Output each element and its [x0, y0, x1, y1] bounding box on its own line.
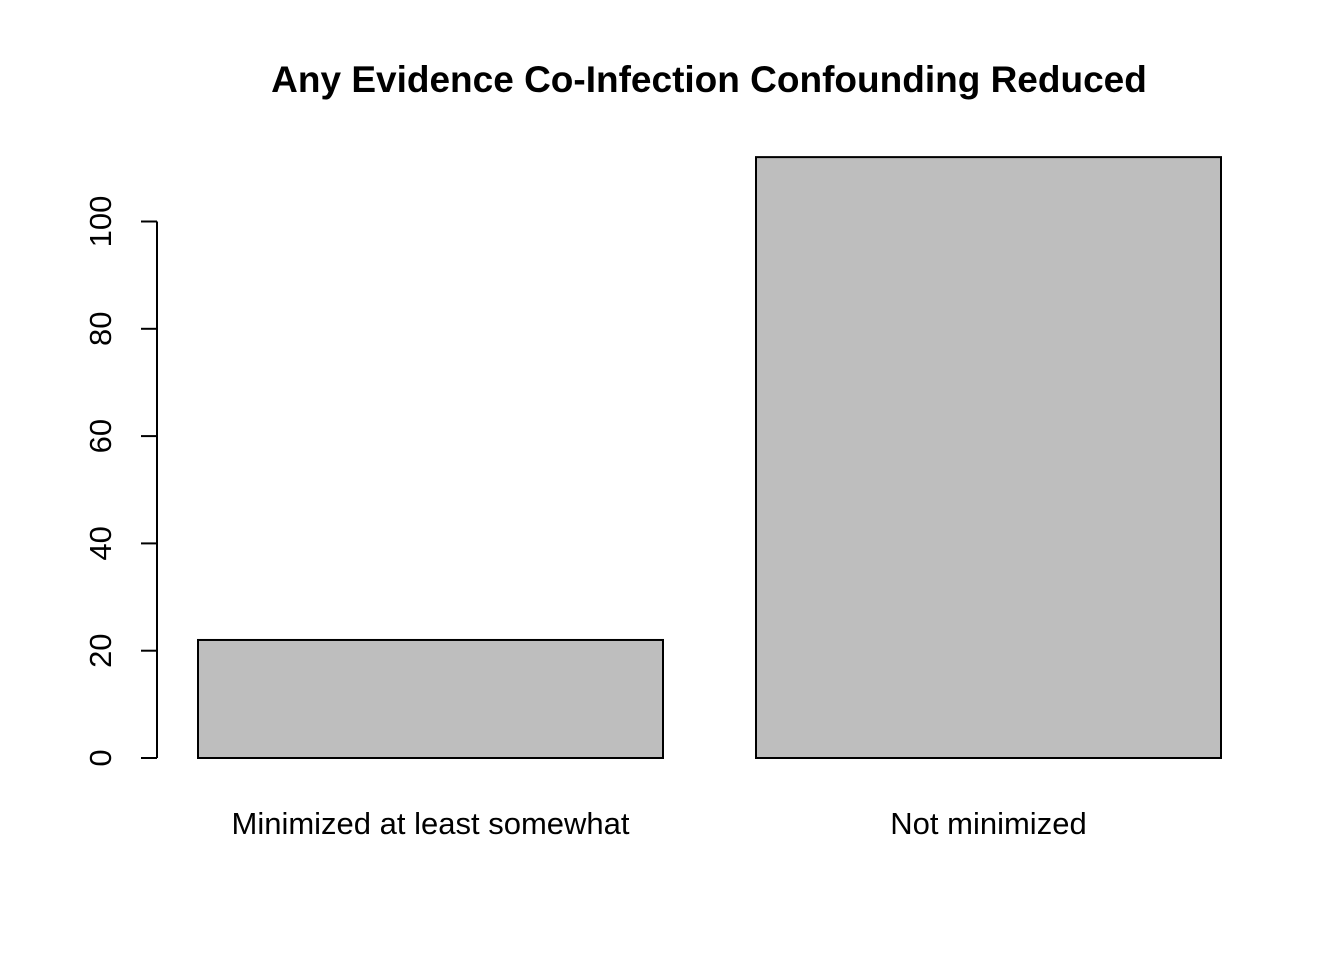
bar-1: [197, 638, 664, 759]
bar-2: [755, 156, 1222, 759]
chart-title: Any Evidence Co-Infection Confounding Re…: [271, 59, 1147, 100]
y-tick-label: 80: [83, 312, 118, 346]
y-tick-label: 20: [83, 633, 118, 667]
category-labels: Minimized at least somewhat Not minimized: [232, 806, 1087, 841]
category-label: Not minimized: [890, 806, 1086, 841]
y-tick-label: 100: [83, 196, 118, 248]
y-tick-label: 0: [83, 749, 118, 766]
y-tick-label: 40: [83, 526, 118, 560]
y-tick-label: 60: [83, 419, 118, 453]
category-label: Minimized at least somewhat: [232, 806, 630, 841]
y-axis: 0 20 40 60 80 100: [83, 196, 158, 767]
bars-group: [197, 156, 1222, 759]
